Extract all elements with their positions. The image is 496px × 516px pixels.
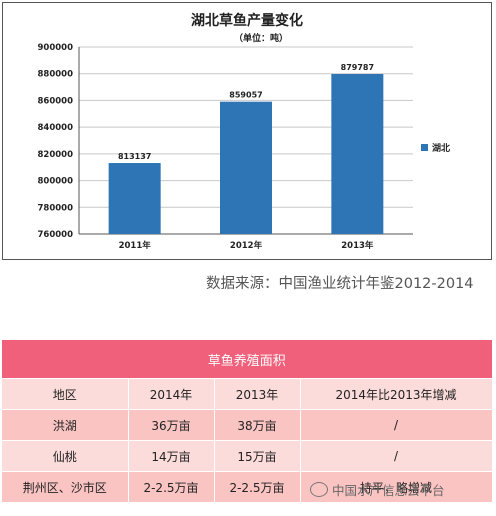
table-header-cell: 地区 [2,378,129,410]
table-cell: / [300,440,493,472]
table-row: 洪湖 36万亩 38万亩 / [2,409,493,441]
watermark-text: 中国水产信息云平台 [332,483,445,498]
x-tick-label: 2013年 [341,240,374,251]
table-cell: 38万亩 [214,409,301,441]
legend-swatch [421,144,428,151]
y-tick-label: 760000 [38,230,74,240]
chart-panel: 湖北草鱼产量变化 （单位：吨） 760000 780000 800000 820000… [2,2,492,260]
legend-label: 湖北 [432,142,450,154]
table-header-cell: 2014年 [128,378,215,410]
bar [331,73,384,234]
y-tick-label: 840000 [38,123,74,133]
y-tick-label: 800000 [38,177,74,187]
wechat-icon [310,482,328,497]
table-cell: 洪湖 [2,409,129,441]
bar [108,163,161,234]
table-cell: 15万亩 [214,440,301,472]
table-cell: 仙桃 [2,440,129,472]
table-cell: / [300,409,493,441]
table-header-cell: 2014年比2013年增减 [300,378,493,410]
y-tick-label: 860000 [38,96,74,106]
x-tick-label: 2011年 [119,240,152,251]
chart-title: 湖北草鱼产量变化 [191,12,303,29]
table-row: 仙桃 14万亩 15万亩 / [2,440,493,472]
table-row: 荆州区、沙市区 2-2.5万亩 2-2.5万亩 持平，略增减 [2,471,493,503]
table-cell: 36万亩 [128,409,215,441]
data-label: 859057 [229,91,262,100]
table-title: 草鱼养殖面积 [2,340,493,379]
table-header-cell: 2013年 [214,378,301,410]
watermark: 中国水产信息云平台 [310,480,445,499]
data-label: 813137 [118,152,151,161]
table-cell: 14万亩 [128,440,215,472]
bar [220,101,272,235]
data-source-text: 数据来源：中国渔业统计年鉴2012-2014 [206,276,474,292]
bar-chart: 湖北草鱼产量变化 （单位：吨） 760000 780000 800000 820000… [38,12,451,251]
y-tick-label: 820000 [38,150,74,160]
table-cell: 持平，略增减 [300,471,493,503]
farming-area-table: 草鱼养殖面积 地区 2014年 2013年 2014年比2013年增减 洪湖 3… [2,340,493,503]
y-tick-label: 780000 [38,203,74,213]
data-label: 879787 [341,63,374,72]
table-cell: 2-2.5万亩 [128,471,215,503]
table-cell: 2-2.5万亩 [214,471,301,503]
y-tick-label: 900000 [38,43,74,53]
y-tick-label: 880000 [38,70,74,80]
table-header-row: 地区 2014年 2013年 2014年比2013年增减 [2,378,493,410]
chart-subtitle: （单位：吨） [234,32,288,44]
x-tick-label: 2012年 [230,240,263,251]
table-cell: 荆州区、沙市区 [2,471,129,503]
